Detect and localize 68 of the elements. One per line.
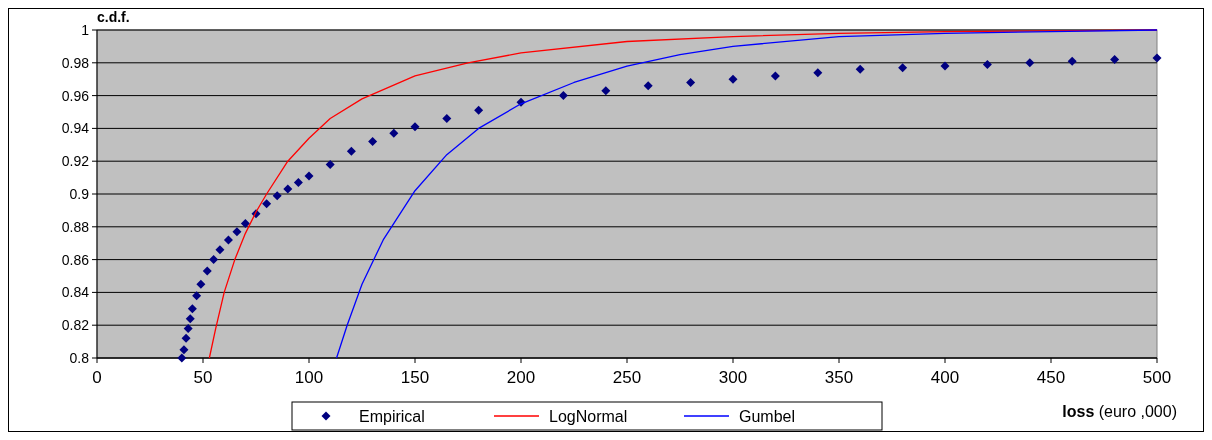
point	[232, 227, 242, 237]
point	[1152, 53, 1162, 63]
legend-label: Empirical	[359, 407, 425, 425]
point	[558, 91, 568, 101]
point	[262, 199, 272, 209]
point	[643, 81, 653, 91]
point	[192, 291, 202, 301]
point	[215, 245, 225, 255]
x-tick-label: 150	[400, 368, 430, 387]
point	[770, 71, 780, 81]
point	[177, 353, 187, 363]
point	[389, 128, 399, 138]
point	[442, 114, 452, 124]
y-tick-label: 0.98	[61, 54, 90, 71]
point	[898, 63, 908, 73]
x-tick-label: 400	[930, 368, 960, 387]
y-tick-label: 0.96	[61, 87, 90, 104]
point	[223, 235, 233, 245]
point	[474, 105, 484, 115]
x-axis-title: loss (euro ,000)	[1062, 403, 1177, 420]
point	[293, 178, 303, 188]
point	[196, 279, 206, 289]
point	[202, 266, 212, 276]
point	[686, 77, 696, 87]
legend-label: Gumbel	[739, 407, 796, 425]
x-tick-label: 50	[193, 368, 213, 387]
y-tick-label: 0.94	[61, 120, 90, 137]
point	[179, 345, 189, 355]
x-tick-label: 0	[92, 368, 102, 387]
legend-label: LogNormal	[549, 407, 628, 425]
point	[940, 61, 950, 71]
point	[1025, 58, 1035, 68]
y-axis-title: c.d.f.	[97, 9, 130, 25]
point	[813, 68, 823, 78]
y-tick-label: 0.92	[61, 153, 90, 170]
point	[855, 64, 865, 74]
y-tick-label: 0.84	[61, 284, 90, 301]
point	[183, 323, 193, 333]
point	[728, 74, 738, 84]
point	[283, 184, 293, 194]
x-tick-label: 100	[294, 368, 324, 387]
x-tick-label: 250	[612, 368, 642, 387]
point	[982, 59, 992, 69]
point	[209, 255, 219, 265]
point	[240, 219, 250, 229]
point	[304, 171, 314, 181]
y-tick-label: 0.9	[69, 185, 90, 202]
point	[346, 146, 356, 156]
point	[1067, 56, 1077, 66]
point	[187, 304, 197, 314]
y-tick-label: 0.86	[61, 251, 90, 268]
x-tick-label: 300	[718, 368, 748, 387]
point	[410, 122, 420, 132]
x-tick-label: 500	[1142, 368, 1172, 387]
x-tick-label: 450	[1036, 368, 1066, 387]
point	[325, 159, 335, 169]
point	[181, 333, 191, 343]
y-tick-label: 0.82	[61, 317, 90, 334]
point	[601, 86, 611, 96]
y-tick-label: 1	[81, 21, 90, 38]
point	[272, 191, 282, 201]
y-tick-label: 0.8	[69, 349, 90, 366]
point	[1110, 55, 1120, 65]
x-tick-label: 200	[506, 368, 536, 387]
y-tick-label: 0.88	[61, 218, 90, 235]
point	[368, 137, 378, 147]
point	[185, 314, 195, 324]
x-tick-label: 350	[824, 368, 854, 387]
